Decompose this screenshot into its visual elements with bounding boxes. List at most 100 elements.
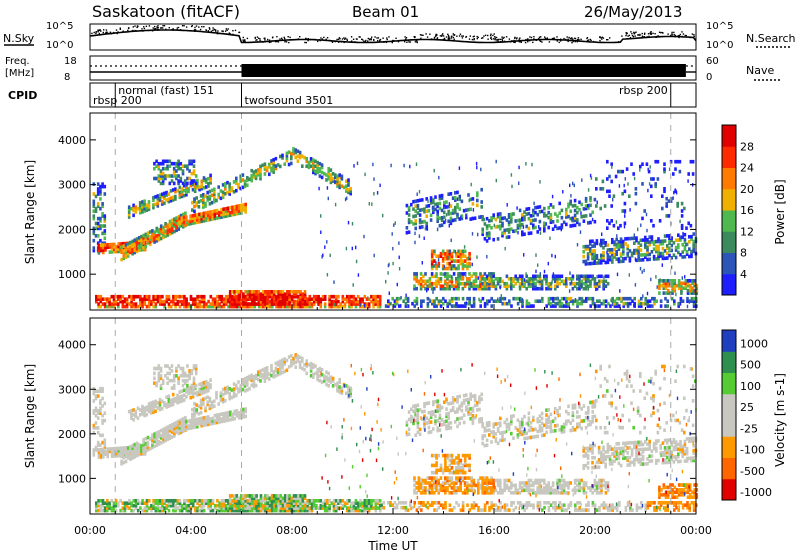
nsearch-point (351, 40, 353, 42)
velocity-cell (185, 395, 188, 399)
power-cell (420, 304, 423, 308)
nsearch-point (304, 41, 306, 44)
power-cell (348, 294, 351, 299)
power-cell (193, 218, 197, 222)
power-cell (418, 225, 422, 230)
velocity-cell (279, 364, 282, 368)
velocity-cell (145, 508, 149, 513)
power-cell (237, 206, 241, 211)
velocity-cell (209, 419, 212, 424)
power-cell (646, 247, 649, 252)
power-cell (137, 238, 141, 243)
nsearch-point (497, 41, 500, 43)
power-cell (191, 208, 194, 212)
power-cell (619, 254, 623, 259)
power-cell (167, 192, 171, 196)
power-cell (683, 237, 687, 242)
power-cell (446, 277, 449, 281)
power-speckle (334, 202, 337, 207)
velocity-cell (161, 381, 165, 385)
nsearch-point (458, 35, 461, 37)
power-cell (94, 209, 98, 213)
velocity-cell (174, 508, 177, 513)
power-cell (479, 284, 482, 288)
power-cell (125, 302, 129, 306)
power-cell (485, 231, 489, 236)
velocity-cell (120, 454, 123, 459)
power-cell (179, 213, 183, 218)
power-cell (178, 190, 182, 195)
power-speckle (433, 168, 435, 173)
power-cell (312, 294, 316, 299)
power-cell (213, 216, 217, 221)
power-cell (244, 290, 247, 294)
velocity-cell (210, 400, 214, 405)
power-cell (173, 219, 176, 224)
power-cell (580, 301, 584, 306)
power-cell (655, 299, 658, 303)
velocity-cell (122, 451, 126, 455)
nsearch-point (441, 34, 443, 36)
power-cell (450, 296, 454, 301)
power-cell (148, 235, 152, 239)
nsearch-point (580, 38, 582, 40)
velocity-cell (174, 503, 177, 508)
y-tick-label: 1000 (58, 268, 86, 281)
power-cell (317, 302, 320, 306)
power-speckle (486, 254, 488, 259)
velocity-cell (132, 408, 135, 412)
power-speckle (645, 212, 648, 217)
power-cell (222, 299, 226, 304)
power-cell (308, 297, 312, 301)
power-cell (99, 219, 102, 223)
power-cell (327, 167, 330, 171)
power-cell (496, 277, 500, 281)
power-cell (459, 259, 463, 263)
nsearch-point (154, 25, 156, 28)
velocity-cell (228, 396, 231, 401)
velocity-cell (208, 406, 212, 411)
power-cell (534, 277, 537, 281)
power-speckle (394, 221, 396, 225)
power-cell (481, 215, 484, 219)
power-cell (132, 304, 136, 309)
power-cell (337, 294, 340, 299)
power-cell (488, 272, 491, 276)
power-cell (253, 292, 256, 296)
nsearch-point (527, 41, 529, 43)
power-speckle (364, 304, 366, 308)
power-cell (512, 229, 515, 234)
power-cell (523, 284, 526, 288)
velocity-cell (222, 503, 226, 508)
velocity-cell (180, 394, 184, 398)
power-cell (671, 283, 674, 288)
velocity-cell (145, 405, 149, 410)
freq-switching-block (241, 64, 686, 77)
power-cell (196, 215, 199, 220)
power-cell (659, 242, 662, 246)
velocity-cell (331, 384, 335, 388)
power-cell (96, 241, 100, 245)
velocity-cell (231, 499, 235, 503)
power-cell (516, 218, 520, 223)
power-cell (611, 238, 614, 242)
nsearch-point (673, 31, 675, 34)
nsearch-point (256, 39, 258, 41)
velocity-cell (202, 416, 206, 420)
velocity-cell (301, 356, 304, 361)
power-cell (644, 255, 647, 259)
velocity-cell (169, 403, 173, 408)
power-cell (658, 283, 661, 288)
power-cell (190, 171, 194, 176)
velocity-cell (168, 436, 172, 440)
power-cell (492, 237, 495, 242)
power-cell (259, 164, 262, 169)
power-cell (228, 304, 232, 309)
velocity-cell (229, 417, 232, 422)
power-cell (659, 254, 662, 258)
power-cell (554, 296, 557, 301)
velocity-cell (194, 499, 197, 503)
power-cell (331, 179, 335, 183)
power-cell (503, 296, 507, 301)
